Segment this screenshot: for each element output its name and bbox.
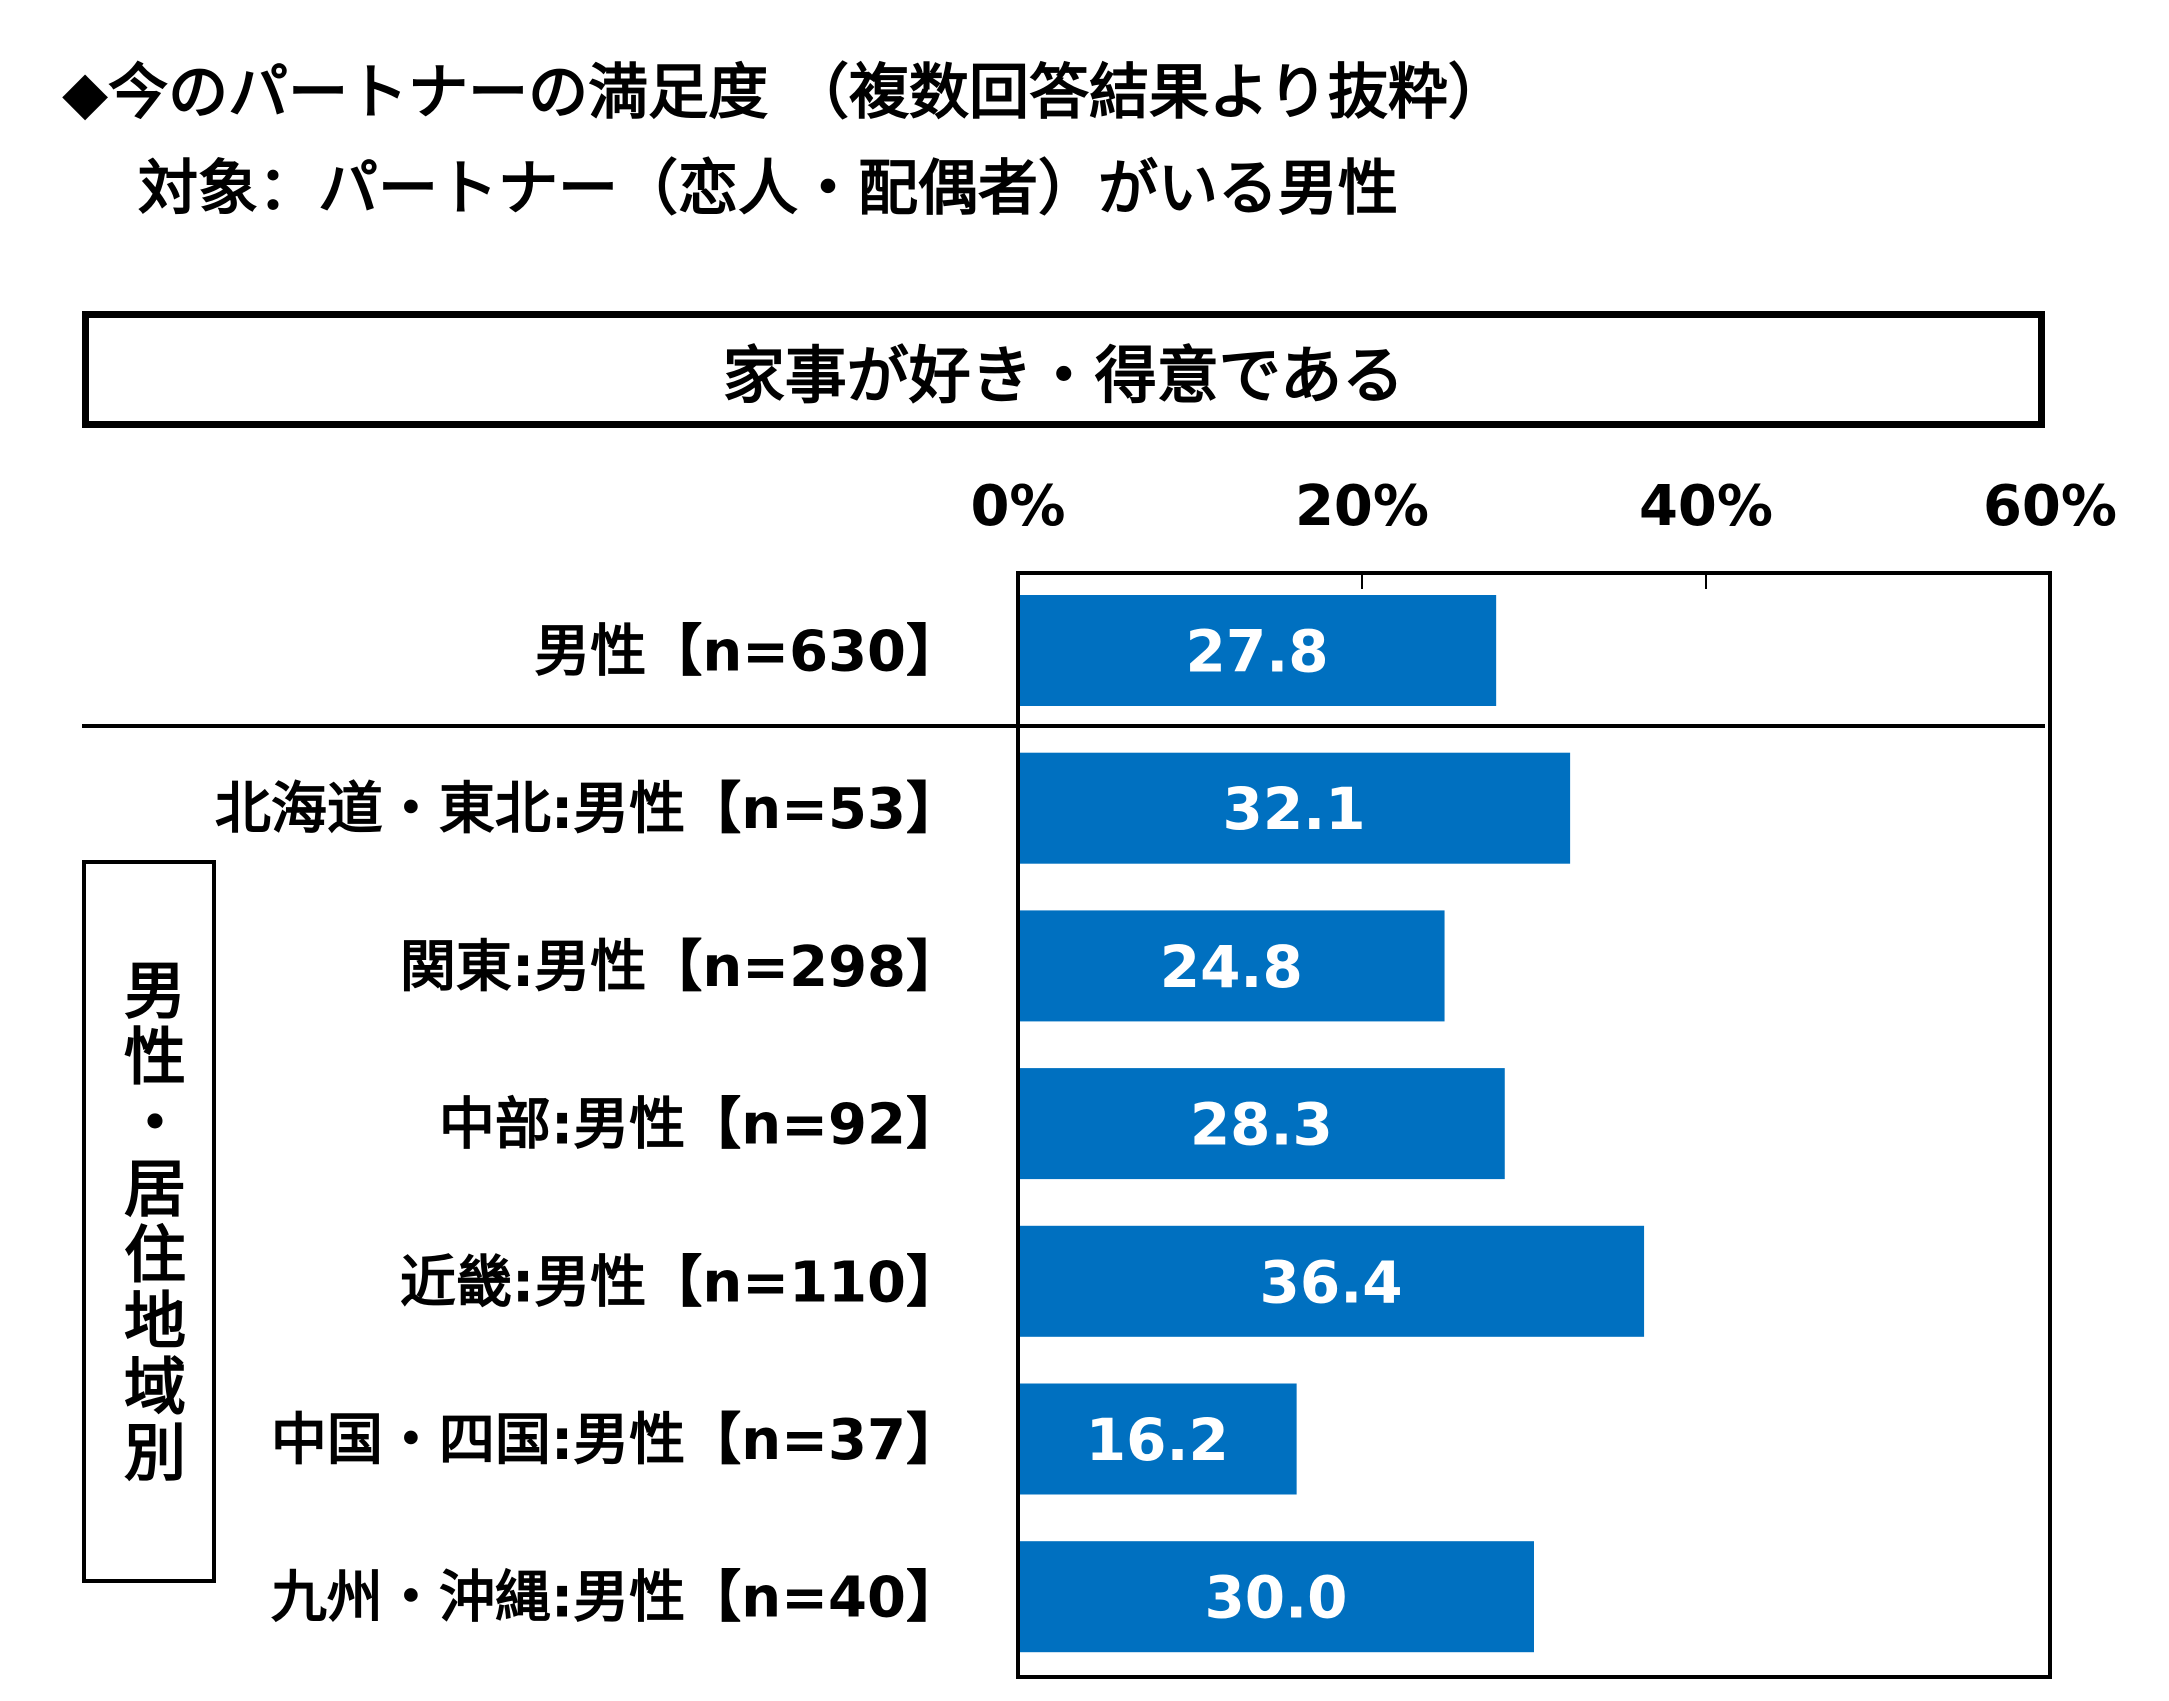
group-label-box: 男性・居住地域別: [82, 860, 216, 1583]
category-label: 近畿:男性【n=110】: [400, 1250, 962, 1315]
plot-border: [1016, 571, 2052, 1679]
value-label: 32.1: [1223, 775, 1366, 843]
category-label: 中部:男性【n=92】: [439, 1093, 962, 1158]
bars: [1018, 595, 1645, 1653]
x-tick-label: 0%: [970, 474, 1065, 539]
value-label: 24.8: [1160, 933, 1303, 1001]
group-label: 男性・居住地域別: [113, 957, 186, 1486]
bar: [1018, 1383, 1297, 1495]
x-tick-label: 20%: [1295, 474, 1429, 539]
category-label: 九州・沖縄:男性【n=40】: [271, 1566, 962, 1631]
bar: [1018, 1541, 1534, 1653]
bar: [1018, 595, 1497, 706]
chart-title-line1: ◆今のパートナーの満足度 （複数回答結果より抜粋）: [62, 58, 1508, 128]
x-tick-label: 40%: [1639, 474, 1773, 539]
x-tick-label: 60%: [1983, 474, 2117, 539]
chart-title-line2: 対象：パートナー（恋人・配偶者）がいる男性: [138, 154, 1398, 224]
bar: [1018, 1225, 1645, 1337]
subtitle-text: 家事が好き・得意である: [722, 338, 1405, 412]
bar: [1018, 752, 1571, 864]
value-labels: 27.8 32.1 24.8 28.3 36.4 16.2 30.0: [1086, 618, 1403, 1632]
value-label: 16.2: [1086, 1406, 1229, 1474]
x-axis-ticks: 0% 20% 40% 60%: [970, 474, 2117, 589]
category-label: 北海道・東北:男性【n=53】: [215, 777, 962, 842]
plot-frame: [82, 571, 2052, 1679]
value-label: 27.8: [1186, 618, 1329, 686]
bar: [1018, 1068, 1505, 1180]
category-labels: 男性【n=630】北海道・東北:男性【n=53】関東:男性【n=298】中部:男…: [215, 620, 962, 1631]
bar: [1018, 910, 1445, 1022]
value-label: 28.3: [1190, 1091, 1333, 1159]
subtitle-box: 家事が好き・得意である: [82, 311, 2045, 428]
category-label: 関東:男性【n=298】: [400, 935, 962, 1000]
value-label: 30.0: [1204, 1564, 1347, 1632]
category-label: 中国・四国:男性【n=37】: [271, 1408, 962, 1473]
value-label: 36.4: [1259, 1248, 1402, 1316]
category-label: 男性【n=630】: [534, 620, 962, 685]
